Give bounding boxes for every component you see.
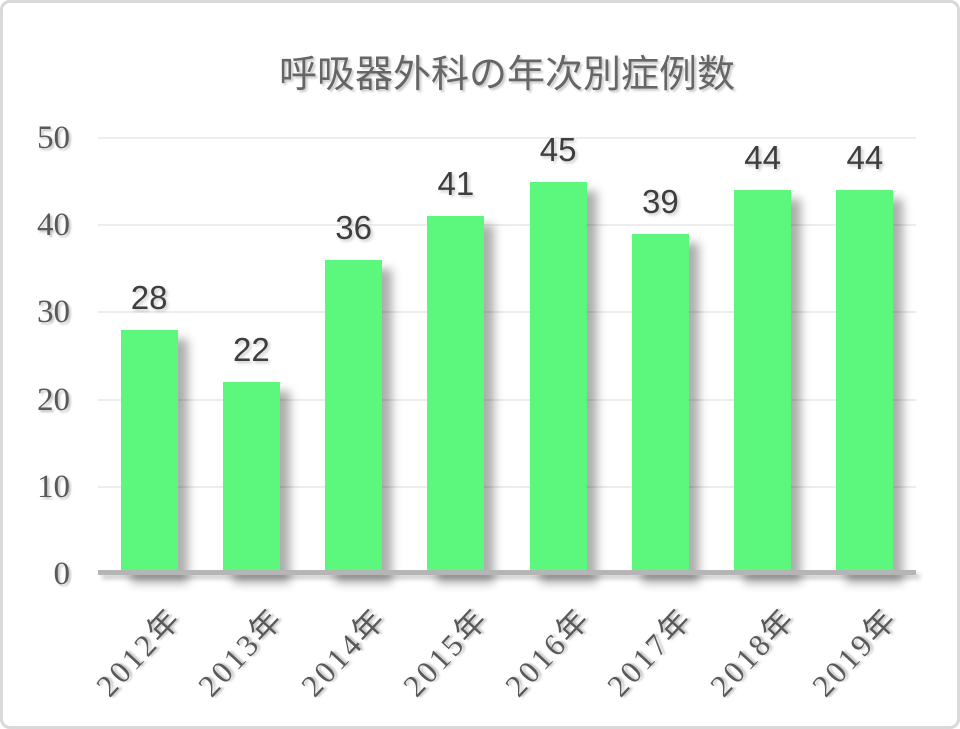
y-tick-label-20: 20 [37,381,70,418]
bar-value-label: 41 [437,165,475,203]
x-tick-label-2015年: 2015年 [396,600,496,704]
x-tick-label-2016年: 2016年 [498,600,598,704]
bar-2013年 [222,382,280,574]
bar-value-label: 39 [642,182,679,220]
plot-area: 28 22 36 41 45 39 44 44 [98,133,916,575]
bar-2019年 [836,190,894,574]
y-tick-label-40: 40 [37,207,70,244]
x-tick-label-2012年: 2012年 [89,600,189,704]
chart-title: 呼吸器外科の年次別症例数 [278,54,735,96]
bar-2015年 [427,216,485,574]
gridline-30 [98,311,916,314]
x-tick-label-2017年: 2017年 [600,600,700,704]
x-tick-label-2018年: 2018年 [702,600,803,704]
y-tick-label-10: 10 [37,468,70,505]
bar-2016年 [529,181,587,574]
gridline-50 [98,137,916,139]
y-tick-label-0: 0 [53,556,71,592]
x-tick-label-2013年: 2013年 [191,600,291,704]
bar-2014年 [325,260,383,574]
bar-2017年 [631,233,689,574]
bar-2012年 [120,329,178,574]
x-tick-label-2014年: 2014年 [293,600,394,704]
gridline-20 [98,398,916,401]
bar-value-label: 45 [539,130,577,168]
y-tick-label-50: 50 [37,120,70,156]
bar-value-label: 44 [846,139,884,177]
x-tick-label-2019年: 2019年 [805,600,905,704]
gridline-10 [98,485,916,488]
bar-value-label: 36 [335,209,372,247]
x-axis-line [98,570,916,575]
bar-value-label: 44 [744,139,781,177]
bar-2018年 [734,190,792,574]
bar-value-label: 22 [233,331,270,369]
bar-value-label: 28 [130,278,168,316]
y-tick-label-30: 30 [37,294,70,331]
gridline-40 [98,224,916,227]
